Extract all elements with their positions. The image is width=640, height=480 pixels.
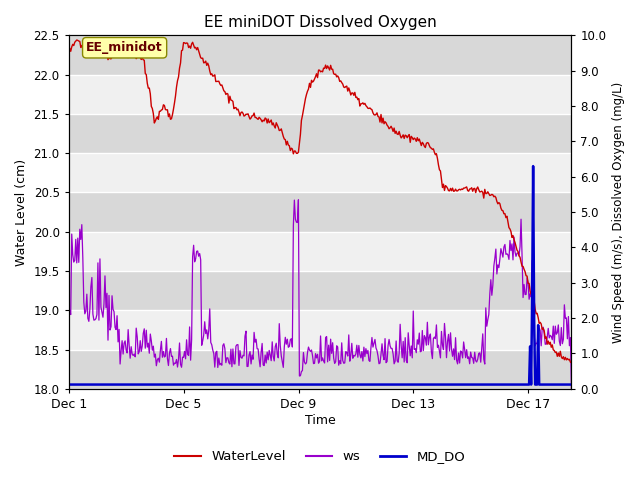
Bar: [68, 153, 572, 192]
Legend: WaterLevel, ws, MD_DO: WaterLevel, ws, MD_DO: [169, 445, 471, 468]
Text: EE_minidot: EE_minidot: [86, 41, 163, 54]
Bar: [68, 232, 572, 271]
Y-axis label: Water Level (cm): Water Level (cm): [15, 158, 28, 265]
Bar: [68, 271, 572, 310]
Bar: [68, 36, 572, 74]
Bar: [68, 310, 572, 349]
X-axis label: Time: Time: [305, 414, 335, 427]
Y-axis label: Wind Speed (m/s), Dissolved Oxygen (mg/L): Wind Speed (m/s), Dissolved Oxygen (mg/L…: [612, 82, 625, 343]
Bar: [68, 192, 572, 232]
Bar: [68, 349, 572, 389]
Title: EE miniDOT Dissolved Oxygen: EE miniDOT Dissolved Oxygen: [204, 15, 436, 30]
Bar: [68, 114, 572, 153]
Bar: [68, 74, 572, 114]
